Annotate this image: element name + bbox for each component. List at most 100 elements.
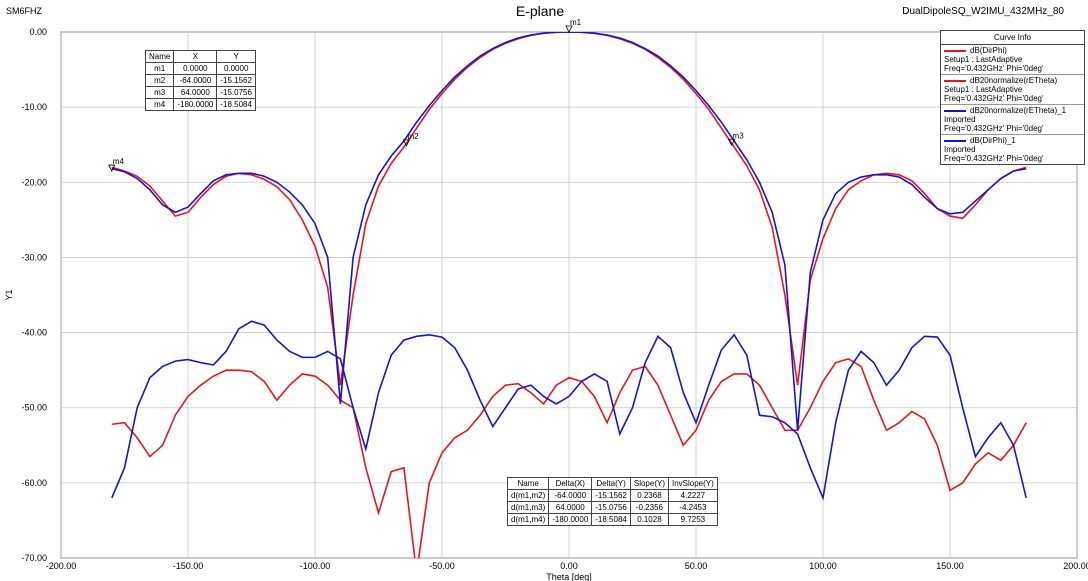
legend-swatch: [944, 49, 966, 52]
table-cell: 0.0000: [216, 62, 256, 75]
legend-entry: dB20normalize(rETheta) Setup1 : LastAdapt…: [941, 75, 1084, 105]
table-row: m1 0.0000 0.0000: [144, 62, 256, 75]
delta-table: Name Delta(X) Delta(Y) Slope(Y) InvSlope(Y) d…: [506, 477, 718, 526]
table-cell: -4.2453: [667, 501, 718, 514]
y-tick-label: -10.00: [21, 102, 47, 112]
series-line: [111, 32, 1027, 431]
legend-row: dB(DirPhi): [944, 46, 1081, 55]
table-row: d(m1,m4) -180.0000 -18.5084 0.1028 9.7253: [506, 513, 718, 526]
table-cell: -18.5084: [591, 513, 631, 526]
top-right-text: DualDipoleSQ_W2IMU_432MHz_80: [902, 6, 1064, 17]
marker: [727, 138, 736, 147]
marker: [108, 164, 116, 172]
y-tick-label: -30.00: [21, 252, 47, 262]
marker-label: m2: [407, 132, 419, 141]
table-cell: -180.0000: [548, 513, 593, 526]
table-cell: -15.1562: [216, 74, 256, 87]
x-tick-label: 200.00: [1063, 561, 1088, 571]
legend-row: dB(DirPhi)_1: [944, 136, 1081, 145]
table-cell: 0.0000: [173, 62, 218, 75]
legend-info: Freq='0.432GHz' Phi='0deg': [944, 154, 1044, 163]
table-cell: 9.7253: [667, 513, 718, 526]
marker: [402, 139, 411, 147]
table-cell: d(m1,m4): [506, 513, 550, 526]
table-cell: 64.0000: [173, 86, 218, 99]
table-row: d(m1,m2) -64.0000 -15.1562 0.2368 4.2227: [506, 489, 718, 502]
table-cell: 0.2368: [629, 489, 669, 502]
legend-info: Imported: [944, 115, 976, 124]
legend-entry: dB(DirPhi)_1 Imported Freq='0.432GHz' Phi=…: [941, 135, 1084, 164]
y-tick-label: 0.00: [29, 27, 47, 37]
legend-swatch: [944, 79, 966, 82]
marker-label: m4: [113, 157, 125, 166]
legend-info: Setup1 : LastAdaptive: [944, 55, 1023, 64]
table-row: m3 64.0000 -15.0756: [144, 86, 256, 99]
header-cell: InvSlope(Y): [667, 477, 718, 490]
legend-title: Curve Info: [941, 31, 1084, 45]
marker-label: m3: [733, 131, 745, 140]
header-cell: Slope(Y): [629, 477, 669, 490]
x-tick-label: 100.00: [809, 561, 837, 571]
table-cell: -15.1562: [591, 489, 631, 502]
chart-title: E-plane: [516, 3, 564, 19]
header-cell: Name: [144, 50, 175, 63]
legend-entry: dB20normalize(rETheta)_1 Imported Freq='0.…: [941, 105, 1084, 135]
x-tick-label: -100.00: [300, 561, 331, 571]
legend-label: dB20normalize(rETheta)_1: [970, 106, 1067, 115]
legend-info: Freq='0.432GHz' Phi='0deg': [944, 94, 1044, 103]
x-tick-label: 150.00: [936, 561, 964, 571]
legend: Curve Info dB(DirPhi) Setup1 : LastAdaptiv…: [940, 30, 1085, 165]
table-cell: -64.0000: [173, 74, 218, 87]
table-cell: d(m1,m2): [506, 489, 550, 502]
table-cell: 64.0000: [548, 501, 593, 514]
table-cell: d(m1,m3): [506, 501, 550, 514]
marker: [565, 25, 573, 33]
legend-info: Setup1 : LastAdaptive: [944, 85, 1023, 94]
y-tick-label: -70.00: [21, 553, 47, 563]
y-tick-label: -20.00: [21, 177, 47, 187]
legend-row: dB20normalize(rETheta): [944, 76, 1081, 85]
legend-info: Freq='0.432GHz' Phi='0deg': [944, 64, 1044, 73]
x-axis-label: Theta [deg]: [546, 572, 592, 581]
table-row: m2 -64.0000 -15.1562: [144, 74, 256, 87]
legend-swatch: [944, 139, 966, 142]
table-cell: m2: [144, 74, 175, 87]
legend-label: dB(DirPhi): [970, 46, 1007, 55]
table-cell: -15.0756: [216, 86, 256, 99]
table-cell: -64.0000: [548, 489, 593, 502]
x-tick-label: -200.00: [46, 561, 77, 571]
y-axis-label: Y1: [4, 289, 14, 300]
legend-info: Imported: [944, 145, 976, 154]
x-tick-label: 50.00: [685, 561, 708, 571]
table-row: d(m1,m3) 64.0000 -15.0756 -0.2356 -4.2453: [506, 501, 718, 514]
marker-label: m1: [570, 18, 582, 27]
series-line: [111, 358, 1027, 558]
table-cell: m4: [144, 98, 175, 111]
top-left-text: SM6FHZ: [6, 6, 43, 16]
y-tick-label: -40.00: [21, 328, 47, 338]
table-cell: 0.1028: [629, 513, 669, 526]
series-line: [111, 320, 1027, 501]
table-cell: -0.2356: [629, 501, 669, 514]
legend-row: dB20normalize(rETheta)_1: [944, 106, 1081, 115]
header-cell: Name: [506, 477, 550, 490]
legend-entry: dB(DirPhi) Setup1 : LastAdaptive Freq='0.4…: [941, 45, 1084, 75]
legend-label: dB(DirPhi)_1: [970, 136, 1016, 145]
legend-swatch: [944, 109, 966, 112]
table-cell: -180.0000: [173, 98, 218, 111]
table-cell: -15.0756: [591, 501, 631, 514]
header-cell: Delta(X): [548, 477, 593, 490]
y-tick-label: -60.00: [21, 478, 47, 488]
y-tick-label: -50.00: [21, 403, 47, 413]
table-header: Name X Y: [144, 50, 256, 63]
header-cell: X: [173, 50, 218, 63]
x-tick-label: -150.00: [173, 561, 204, 571]
header-cell: Y: [216, 50, 256, 63]
x-tick-label: -50.00: [429, 561, 455, 571]
table-cell: m3: [144, 86, 175, 99]
header-cell: Delta(Y): [591, 477, 631, 490]
legend-info: Freq='0.432GHz' Phi='0deg': [944, 124, 1044, 133]
